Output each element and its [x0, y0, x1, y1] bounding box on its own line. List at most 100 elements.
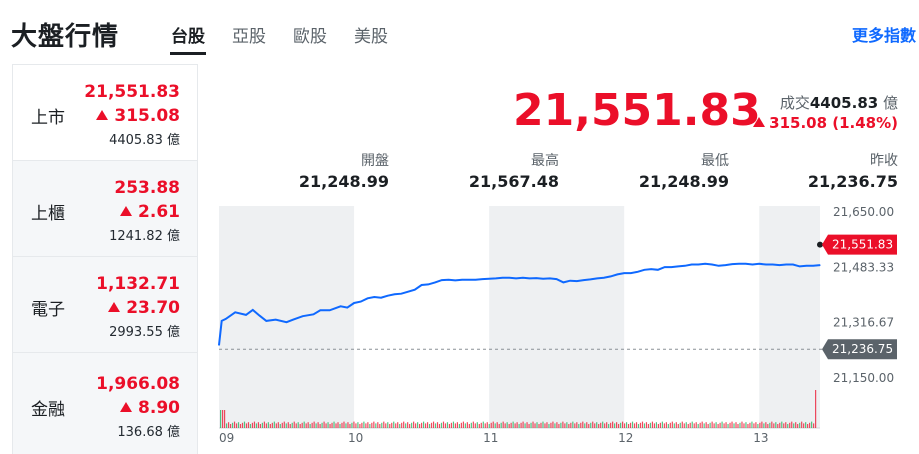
volume-bar [500, 422, 502, 428]
volume-bar [309, 424, 311, 428]
price-point [751, 263, 754, 266]
volume-bar [590, 422, 592, 428]
volume-bar [303, 421, 305, 428]
volume-bar [717, 424, 719, 428]
y-tick-label: 21,650.00 [833, 205, 894, 219]
volume-bar [337, 422, 339, 428]
price-point [292, 318, 294, 321]
price-point [576, 280, 578, 282]
volume-bar [315, 423, 317, 428]
price-point [745, 263, 747, 265]
price-point [529, 277, 531, 279]
sidebar-item-name: 上市 [31, 108, 65, 128]
tab-asia-stocks[interactable]: 亞股 [232, 27, 266, 47]
up-triangle-icon [96, 110, 109, 120]
sidebar-item-electronics[interactable]: 電子 1,132.71 23.70 2993.55 億 [13, 257, 197, 353]
sidebar-item-volume: 136.68 億 [117, 425, 180, 440]
sidebar-item-change: 23.70 [108, 298, 180, 318]
sidebar-item-listed[interactable]: 上市 21,551.83 315.08 4405.83 億 [13, 65, 197, 161]
volume-bar [749, 422, 751, 428]
price-point [603, 277, 605, 279]
volume-bar [725, 422, 727, 428]
volume-bar [468, 424, 470, 428]
volume-bar [556, 422, 558, 428]
volume-bar [651, 421, 654, 428]
tab-tw-stocks[interactable]: 台股 [171, 27, 205, 47]
y-tick-label: 21,150.00 [833, 371, 894, 385]
volume-bar [572, 421, 574, 428]
stat-label: 最高 [531, 153, 559, 169]
price-point [380, 297, 382, 299]
header: 大盤行情 台股 亞股 歐股 美股 更多指數 [0, 0, 919, 62]
price-point [819, 264, 821, 266]
volume-bar [576, 422, 578, 428]
volume-bar [715, 422, 717, 428]
volume-bar [574, 423, 576, 428]
price-point [275, 318, 277, 321]
price-point [792, 263, 794, 266]
volume-bar [365, 423, 367, 428]
price-point [684, 265, 686, 267]
volume-bar [508, 424, 510, 428]
volume-bar [751, 421, 753, 428]
volume-bar [345, 423, 347, 428]
volume-bar [319, 424, 321, 428]
volume-bar [323, 421, 325, 428]
volume-bar [625, 422, 628, 428]
volume-bar [707, 424, 709, 428]
volume-bar [335, 423, 337, 428]
volume-bar [492, 421, 494, 428]
prev-close-label: 21,236.75 [832, 342, 893, 356]
volume-bar [273, 421, 275, 428]
more-indices-link[interactable]: 更多指數 [852, 26, 917, 45]
volume-bar [490, 422, 492, 428]
volume-bar [753, 423, 755, 428]
volume-bar [377, 422, 379, 428]
price-point [319, 309, 321, 311]
volume-bar [785, 422, 787, 428]
volume-bar [401, 422, 403, 428]
stat-high: 最高 21,567.48 [469, 150, 559, 191]
price-point [312, 313, 315, 315]
stat-value: 21,567.48 [468, 172, 559, 191]
x-tick-label: 09 [219, 431, 234, 445]
volume-bar [612, 421, 614, 428]
volume-bar [805, 422, 807, 428]
volume-bar [655, 422, 658, 428]
sidebar-item-finance[interactable]: 金融 1,966.08 8.90 136.68 億 [13, 353, 197, 454]
volume-bar [313, 421, 315, 428]
volume-bar [627, 424, 630, 428]
sidebar-item-name: 電子 [31, 300, 65, 320]
volume-bar [554, 423, 556, 428]
volume-bar [735, 422, 737, 428]
price-point [785, 263, 787, 266]
volume-bar [542, 421, 544, 428]
volume-bar [701, 421, 703, 428]
price-point [643, 269, 646, 271]
volume-bar [221, 410, 224, 428]
price-point [481, 278, 483, 280]
volume-bar [540, 422, 542, 428]
volume-bar [598, 424, 600, 428]
volume-bar [331, 422, 333, 428]
volume-bar [275, 423, 277, 428]
volume-bar [339, 424, 341, 428]
volume-bar [247, 422, 250, 428]
volume-bar [464, 423, 466, 428]
volume-bar [663, 423, 665, 428]
trading-volume: 成交4405.83 億 [779, 94, 898, 112]
volume-bar [588, 424, 590, 428]
volume-bar [604, 423, 606, 428]
stat-open: 開盤 21,248.99 [299, 150, 389, 191]
tab-us-stocks[interactable]: 美股 [354, 27, 388, 47]
volume-bar [665, 422, 667, 428]
last-price-label: 21,551.83 [832, 238, 893, 252]
tab-europe-stocks[interactable]: 歐股 [293, 27, 327, 47]
volume-bar [395, 423, 397, 428]
sidebar-item-otc[interactable]: 上櫃 253.88 2.61 1241.82 億 [13, 161, 197, 257]
volume-bar [610, 422, 612, 428]
volume-bar [709, 422, 711, 428]
volume-bar [261, 422, 263, 428]
volume-bar [277, 422, 279, 428]
